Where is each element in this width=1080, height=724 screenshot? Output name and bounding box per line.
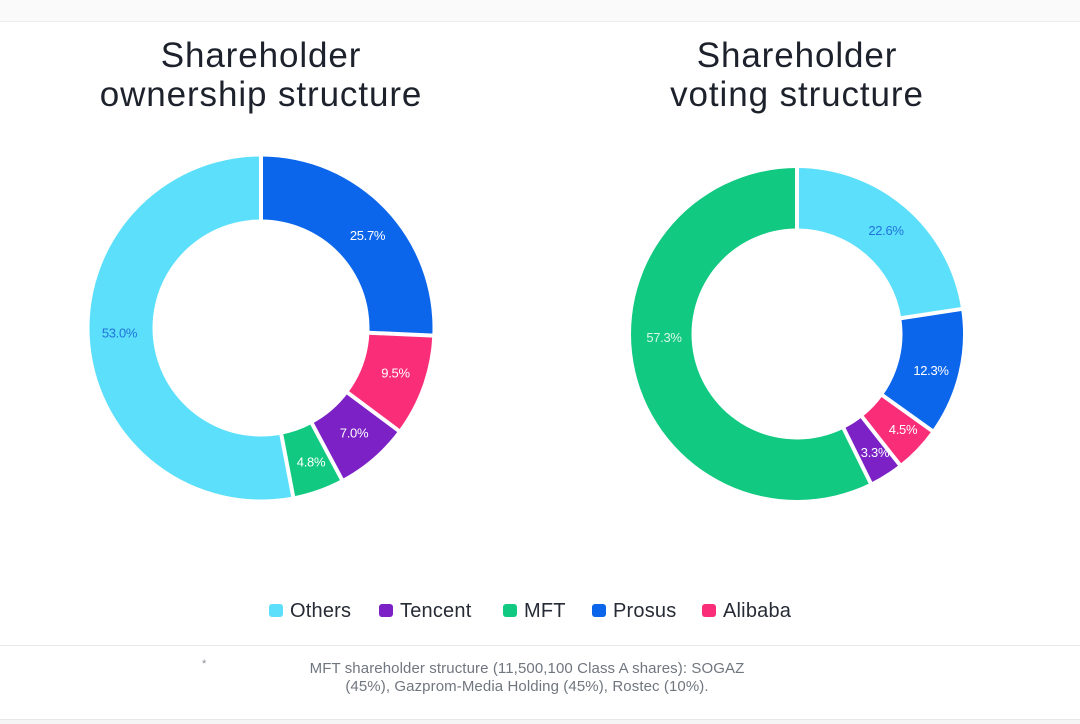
svg-text:25.7%: 25.7% [350, 228, 386, 243]
svg-text:22.6%: 22.6% [868, 223, 904, 238]
svg-text:3.3%: 3.3% [861, 445, 890, 460]
svg-text:57.3%: 57.3% [646, 330, 682, 345]
svg-text:12.3%: 12.3% [913, 363, 949, 378]
svg-text:4.8%: 4.8% [297, 455, 326, 470]
svg-text:7.0%: 7.0% [340, 426, 369, 441]
svg-text:4.5%: 4.5% [889, 422, 918, 437]
svg-text:53.0%: 53.0% [102, 326, 138, 341]
svg-text:9.5%: 9.5% [381, 366, 410, 381]
